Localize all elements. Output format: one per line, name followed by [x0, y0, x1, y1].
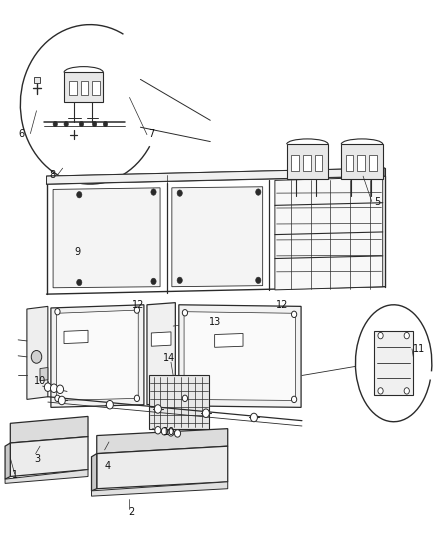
Text: 11: 11 — [413, 344, 426, 354]
Polygon shape — [92, 82, 100, 95]
Circle shape — [378, 387, 383, 394]
Circle shape — [55, 395, 60, 401]
Text: 2: 2 — [128, 507, 135, 517]
Polygon shape — [92, 482, 228, 496]
Polygon shape — [172, 187, 263, 287]
Polygon shape — [53, 188, 160, 288]
Polygon shape — [357, 155, 365, 171]
Circle shape — [161, 427, 167, 435]
Polygon shape — [291, 155, 299, 171]
Polygon shape — [57, 310, 138, 400]
Circle shape — [182, 395, 187, 401]
Circle shape — [55, 309, 60, 315]
Text: 10: 10 — [162, 427, 175, 438]
Circle shape — [154, 405, 161, 413]
Polygon shape — [151, 332, 171, 346]
Text: 7: 7 — [148, 128, 155, 139]
Polygon shape — [147, 303, 175, 405]
Polygon shape — [11, 416, 88, 443]
Circle shape — [106, 400, 113, 409]
Circle shape — [151, 278, 156, 285]
Polygon shape — [184, 312, 295, 400]
Text: 3: 3 — [35, 454, 41, 464]
Polygon shape — [179, 305, 301, 407]
Polygon shape — [5, 470, 88, 483]
Circle shape — [64, 122, 68, 127]
Text: 12: 12 — [276, 300, 289, 310]
Polygon shape — [69, 82, 77, 95]
Circle shape — [291, 311, 297, 318]
Text: 4: 4 — [105, 461, 111, 471]
Polygon shape — [81, 82, 88, 95]
Circle shape — [404, 333, 410, 339]
Polygon shape — [369, 155, 377, 171]
Circle shape — [256, 189, 261, 195]
Text: 1: 1 — [12, 470, 18, 480]
Polygon shape — [314, 155, 322, 171]
Polygon shape — [374, 332, 413, 395]
Circle shape — [134, 395, 140, 401]
Circle shape — [77, 279, 82, 286]
Circle shape — [103, 122, 108, 127]
Polygon shape — [287, 144, 328, 179]
Polygon shape — [34, 77, 39, 83]
Circle shape — [44, 383, 51, 391]
Circle shape — [57, 385, 64, 393]
Circle shape — [77, 191, 82, 198]
Circle shape — [31, 351, 42, 364]
Polygon shape — [341, 144, 383, 179]
Circle shape — [177, 190, 182, 196]
Polygon shape — [64, 330, 88, 344]
Circle shape — [256, 277, 261, 284]
Text: 8: 8 — [49, 170, 55, 180]
Text: 5: 5 — [374, 197, 380, 207]
Polygon shape — [5, 443, 11, 479]
Circle shape — [174, 430, 180, 437]
Polygon shape — [27, 306, 48, 399]
Polygon shape — [64, 72, 103, 102]
Circle shape — [291, 396, 297, 402]
Circle shape — [134, 307, 140, 313]
Polygon shape — [97, 429, 228, 454]
Circle shape — [378, 333, 383, 339]
Polygon shape — [40, 368, 48, 381]
Circle shape — [182, 310, 187, 316]
Text: 6: 6 — [18, 128, 25, 139]
Circle shape — [53, 122, 57, 127]
Polygon shape — [97, 446, 228, 489]
Polygon shape — [46, 168, 385, 184]
Polygon shape — [149, 375, 209, 429]
Text: 12: 12 — [132, 300, 145, 310]
Polygon shape — [51, 305, 144, 407]
Circle shape — [79, 122, 84, 127]
Text: 14: 14 — [162, 353, 175, 364]
Circle shape — [155, 426, 161, 434]
Text: 10: 10 — [34, 376, 46, 386]
Circle shape — [58, 396, 65, 405]
Circle shape — [92, 122, 97, 127]
Circle shape — [177, 277, 182, 284]
Polygon shape — [303, 155, 311, 171]
Polygon shape — [275, 177, 383, 290]
Circle shape — [50, 384, 57, 392]
Polygon shape — [215, 334, 243, 348]
Polygon shape — [11, 437, 88, 477]
Circle shape — [151, 189, 156, 195]
Text: 13: 13 — [208, 317, 221, 327]
Text: 9: 9 — [74, 247, 80, 256]
Circle shape — [404, 387, 410, 394]
Polygon shape — [346, 155, 353, 171]
Polygon shape — [92, 454, 97, 491]
Circle shape — [251, 413, 258, 422]
Circle shape — [202, 409, 209, 417]
Circle shape — [168, 429, 174, 436]
